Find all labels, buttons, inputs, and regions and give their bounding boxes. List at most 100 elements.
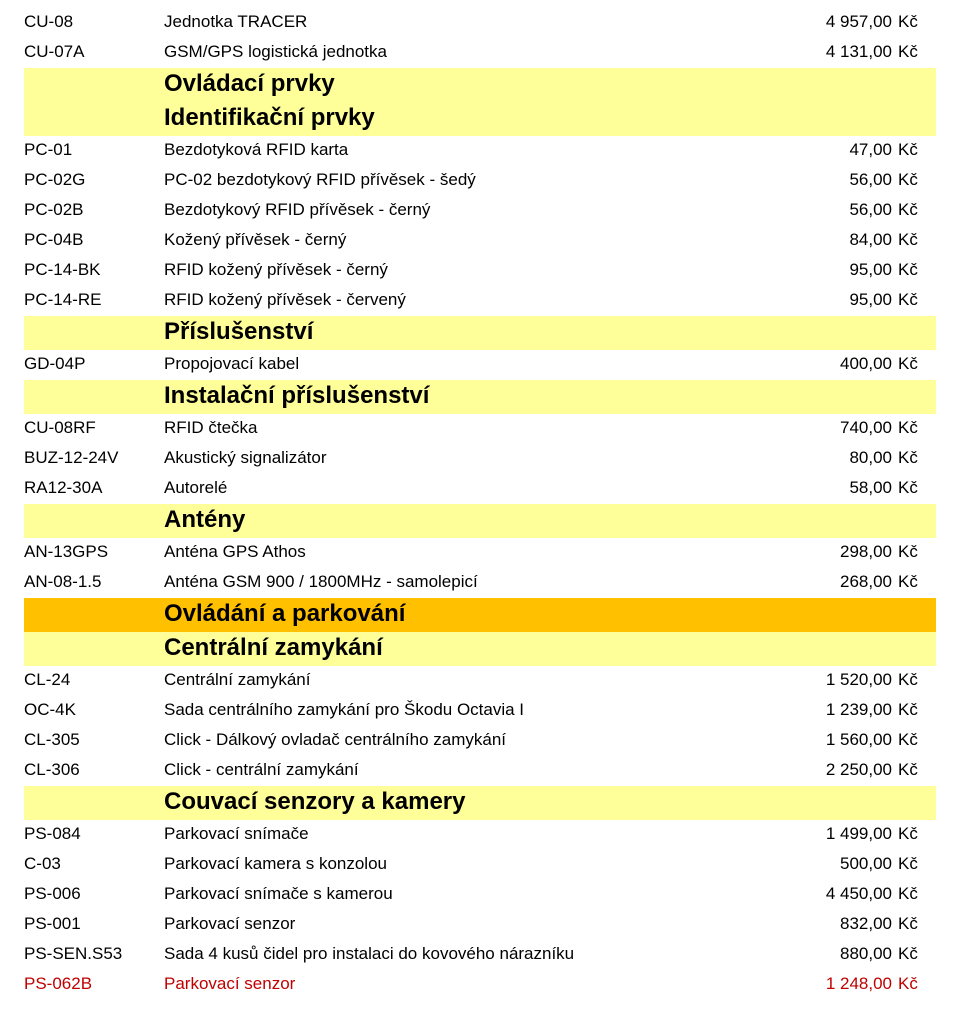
item-code: PC-01 bbox=[24, 140, 164, 160]
item-currency: Kč bbox=[892, 700, 936, 720]
price-row: PC-01Bezdotyková RFID karta47,00Kč bbox=[24, 136, 936, 166]
item-price: 4 450,00 bbox=[772, 884, 892, 904]
item-description: RFID kožený přívěsek - červený bbox=[164, 290, 772, 310]
price-row: PC-02BBezdotykový RFID přívěsek - černý5… bbox=[24, 196, 936, 226]
item-price: 47,00 bbox=[772, 140, 892, 160]
item-code: PS-062B bbox=[24, 974, 164, 994]
item-price: 298,00 bbox=[772, 542, 892, 562]
price-row: PC-04BKožený přívěsek - černý84,00Kč bbox=[24, 226, 936, 256]
price-row: CL-24Centrální zamykání1 520,00Kč bbox=[24, 666, 936, 696]
item-price: 740,00 bbox=[772, 418, 892, 438]
price-row: PC-14-BKRFID kožený přívěsek - černý95,0… bbox=[24, 256, 936, 286]
item-price: 268,00 bbox=[772, 572, 892, 592]
item-description: Kožený přívěsek - černý bbox=[164, 230, 772, 250]
item-price: 80,00 bbox=[772, 448, 892, 468]
section-header-sub: Couvací senzory a kamery bbox=[24, 786, 936, 820]
price-row: OC-4KSada centrálního zamykání pro Škodu… bbox=[24, 696, 936, 726]
price-list: CU-08Jednotka TRACER4 957,00KčCU-07AGSM/… bbox=[0, 0, 960, 1024]
item-code: RA12-30A bbox=[24, 478, 164, 498]
item-price: 832,00 bbox=[772, 914, 892, 934]
price-row: AN-13GPSAnténa GPS Athos298,00Kč bbox=[24, 538, 936, 568]
item-code: CL-305 bbox=[24, 730, 164, 750]
item-currency: Kč bbox=[892, 140, 936, 160]
item-price: 1 499,00 bbox=[772, 824, 892, 844]
item-code: CU-07A bbox=[24, 42, 164, 62]
item-currency: Kč bbox=[892, 200, 936, 220]
item-currency: Kč bbox=[892, 974, 936, 994]
section-header-sub: Ovládací prvky bbox=[24, 68, 936, 102]
item-currency: Kč bbox=[892, 944, 936, 964]
item-code: CU-08 bbox=[24, 12, 164, 32]
price-row: PC-14-RERFID kožený přívěsek - červený95… bbox=[24, 286, 936, 316]
item-price: 1 239,00 bbox=[772, 700, 892, 720]
price-row: CU-08RFRFID čtečka740,00Kč bbox=[24, 414, 936, 444]
section-header-sub: Příslušenství bbox=[24, 316, 936, 350]
item-price: 58,00 bbox=[772, 478, 892, 498]
section-header-sub: Instalační příslušenství bbox=[24, 380, 936, 414]
item-currency: Kč bbox=[892, 670, 936, 690]
item-price: 1 560,00 bbox=[772, 730, 892, 750]
item-description: Jednotka TRACER bbox=[164, 12, 772, 32]
section-header-sub: Centrální zamykání bbox=[24, 632, 936, 666]
item-code: AN-13GPS bbox=[24, 542, 164, 562]
item-description: Akustický signalizátor bbox=[164, 448, 772, 468]
item-code: PC-14-RE bbox=[24, 290, 164, 310]
price-row: GD-04PPropojovací kabel400,00Kč bbox=[24, 350, 936, 380]
item-currency: Kč bbox=[892, 12, 936, 32]
price-row: PS-062BParkovací senzor1 248,00Kč bbox=[24, 970, 936, 1000]
item-code: PC-14-BK bbox=[24, 260, 164, 280]
item-price: 1 520,00 bbox=[772, 670, 892, 690]
item-code: OC-4K bbox=[24, 700, 164, 720]
item-currency: Kč bbox=[892, 824, 936, 844]
item-currency: Kč bbox=[892, 478, 936, 498]
item-code: GD-04P bbox=[24, 354, 164, 374]
item-price: 500,00 bbox=[772, 854, 892, 874]
item-description: Parkovací senzor bbox=[164, 914, 772, 934]
item-price: 56,00 bbox=[772, 200, 892, 220]
item-description: RFID kožený přívěsek - černý bbox=[164, 260, 772, 280]
item-description: Parkovací snímače s kamerou bbox=[164, 884, 772, 904]
item-code: PS-SEN.S53 bbox=[24, 944, 164, 964]
item-currency: Kč bbox=[892, 354, 936, 374]
item-description: Bezdotykový RFID přívěsek - černý bbox=[164, 200, 772, 220]
item-currency: Kč bbox=[892, 260, 936, 280]
item-currency: Kč bbox=[892, 854, 936, 874]
item-code: PS-006 bbox=[24, 884, 164, 904]
item-currency: Kč bbox=[892, 760, 936, 780]
item-description: Click - Dálkový ovladač centrálního zamy… bbox=[164, 730, 772, 750]
item-price: 1 248,00 bbox=[772, 974, 892, 994]
item-description: GSM/GPS logistická jednotka bbox=[164, 42, 772, 62]
item-code: CU-08RF bbox=[24, 418, 164, 438]
price-row: AN-08-1.5Anténa GSM 900 / 1800MHz - samo… bbox=[24, 568, 936, 598]
item-price: 56,00 bbox=[772, 170, 892, 190]
item-currency: Kč bbox=[892, 230, 936, 250]
item-price: 880,00 bbox=[772, 944, 892, 964]
item-code: AN-08-1.5 bbox=[24, 572, 164, 592]
price-row: C-03Parkovací kamera s konzolou500,00Kč bbox=[24, 850, 936, 880]
item-currency: Kč bbox=[892, 884, 936, 904]
item-currency: Kč bbox=[892, 914, 936, 934]
item-code: CL-306 bbox=[24, 760, 164, 780]
item-price: 95,00 bbox=[772, 260, 892, 280]
item-description: Parkovací kamera s konzolou bbox=[164, 854, 772, 874]
item-currency: Kč bbox=[892, 42, 936, 62]
item-description: Centrální zamykání bbox=[164, 670, 772, 690]
item-description: Parkovací snímače bbox=[164, 824, 772, 844]
section-header-sub: Antény bbox=[24, 504, 936, 538]
item-price: 2 250,00 bbox=[772, 760, 892, 780]
price-row: CU-07AGSM/GPS logistická jednotka4 131,0… bbox=[24, 38, 936, 68]
section-header-major: Ovládání a parkování bbox=[24, 598, 936, 632]
item-description: Sada 4 kusů čidel pro instalaci do kovov… bbox=[164, 944, 772, 964]
price-row: PS-SEN.S53Sada 4 kusů čidel pro instalac… bbox=[24, 940, 936, 970]
item-code: PC-02B bbox=[24, 200, 164, 220]
item-description: Parkovací senzor bbox=[164, 974, 772, 994]
item-currency: Kč bbox=[892, 572, 936, 592]
item-description: Sada centrálního zamykání pro Škodu Octa… bbox=[164, 700, 772, 720]
item-code: PC-04B bbox=[24, 230, 164, 250]
item-code: PS-001 bbox=[24, 914, 164, 934]
item-description: Anténa GPS Athos bbox=[164, 542, 772, 562]
item-description: Propojovací kabel bbox=[164, 354, 772, 374]
item-price: 95,00 bbox=[772, 290, 892, 310]
item-currency: Kč bbox=[892, 542, 936, 562]
price-row: BUZ-12-24VAkustický signalizátor80,00Kč bbox=[24, 444, 936, 474]
